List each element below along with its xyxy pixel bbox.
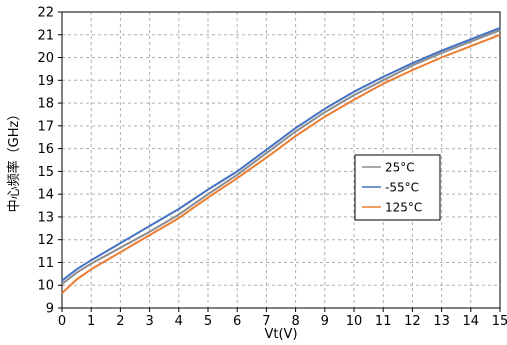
series-layer	[61, 26, 501, 294]
x-tick-label: 6	[233, 314, 241, 329]
y-tick-label: 14	[37, 188, 54, 203]
legend-label-125c: 125°C	[385, 201, 422, 215]
x-tick-label: 12	[404, 314, 421, 329]
legend-label-minus55c: -55°C	[385, 181, 419, 195]
y-axis-title: 中心频率（GHz）	[6, 108, 22, 213]
x-tick-label: 9	[321, 314, 329, 329]
x-tick-label: 11	[375, 314, 392, 329]
legend-label-25c: 25°C	[385, 161, 415, 175]
x-tick-label: 15	[492, 314, 507, 329]
x-tick-label: 8	[291, 314, 299, 329]
series-line-2	[61, 33, 501, 294]
y-tick-label: 21	[37, 28, 54, 43]
y-tick-label: 9	[46, 302, 54, 317]
legend: 25°C -55°C 125°C	[354, 154, 441, 221]
x-tick-label: 3	[145, 314, 153, 329]
y-tick-label: 15	[37, 165, 54, 180]
x-tick-label: 4	[175, 314, 183, 329]
x-tick-label: 13	[433, 314, 450, 329]
y-tick-label: 18	[37, 97, 54, 112]
x-tick-label: 7	[262, 314, 270, 329]
y-tick-label: 12	[37, 233, 54, 248]
series-line-0	[61, 29, 501, 285]
y-tick-label: 16	[37, 142, 54, 157]
y-axis-ticks: 9 10 11 12 13 14 15 16 17 18 19 20 21 22	[37, 6, 62, 317]
y-tick-label: 13	[37, 210, 54, 225]
x-tick-label: 5	[204, 314, 212, 329]
y-tick-label: 22	[37, 6, 54, 21]
y-tick-label: 19	[37, 74, 54, 89]
x-tick-label: 14	[463, 314, 480, 329]
x-tick-label: 2	[116, 314, 124, 329]
x-tick-label: 0	[58, 314, 66, 329]
x-axis-ticks: 0 1 2 3 4 5 6 7 8 9 10 11 12 13 14 15	[58, 308, 507, 329]
y-tick-label: 11	[37, 256, 54, 271]
y-tick-label: 10	[37, 279, 54, 294]
x-tick-label: 10	[346, 314, 363, 329]
x-tick-label: 1	[87, 314, 95, 329]
x-axis-title: Vt(V)	[264, 327, 297, 342]
plot-area-frame	[61, 11, 501, 309]
y-tick-label: 20	[37, 51, 54, 66]
y-tick-label: 17	[37, 119, 54, 134]
series-line-1	[61, 26, 501, 282]
